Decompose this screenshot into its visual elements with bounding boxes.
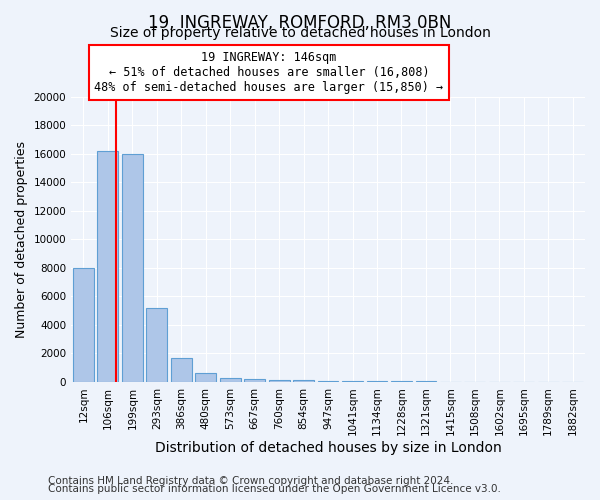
Text: 19, INGREWAY, ROMFORD, RM3 0BN: 19, INGREWAY, ROMFORD, RM3 0BN: [148, 14, 452, 32]
Bar: [196, 374, 216, 382]
Bar: [293, 380, 314, 382]
Bar: [171, 358, 191, 382]
Text: Contains public sector information licensed under the Open Government Licence v3: Contains public sector information licen…: [48, 484, 501, 494]
Bar: [244, 379, 265, 382]
Text: 19 INGREWAY: 146sqm
← 51% of detached houses are smaller (16,808)
48% of semi-de: 19 INGREWAY: 146sqm ← 51% of detached ho…: [94, 51, 443, 94]
X-axis label: Distribution of detached houses by size in London: Distribution of detached houses by size …: [155, 441, 502, 455]
Text: Size of property relative to detached houses in London: Size of property relative to detached ho…: [110, 26, 490, 40]
Bar: [73, 268, 94, 382]
Bar: [146, 308, 167, 382]
Bar: [122, 154, 143, 382]
Bar: [317, 380, 338, 382]
Bar: [367, 381, 388, 382]
Text: Contains HM Land Registry data © Crown copyright and database right 2024.: Contains HM Land Registry data © Crown c…: [48, 476, 454, 486]
Y-axis label: Number of detached properties: Number of detached properties: [15, 141, 28, 338]
Bar: [269, 380, 290, 382]
Bar: [220, 378, 241, 382]
Bar: [342, 381, 363, 382]
Bar: [97, 151, 118, 382]
